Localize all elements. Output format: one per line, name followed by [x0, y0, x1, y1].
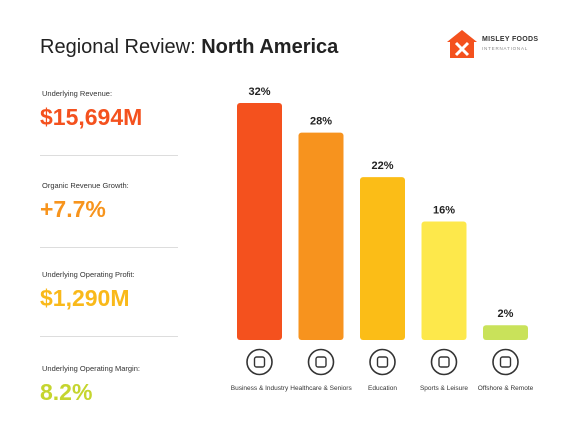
category-icon-glyph [499, 356, 512, 368]
divider [40, 155, 178, 156]
category-icon [492, 348, 519, 376]
kpi-label: Organic Revenue Growth: [42, 181, 129, 190]
bar [237, 103, 282, 340]
bar [483, 325, 528, 340]
category-icon [430, 348, 458, 376]
logo-name: MISLEY FOODS [482, 36, 539, 43]
category-label: Business & Industry [230, 385, 289, 392]
kpi-label: Underlying Operating Margin: [42, 364, 140, 373]
category-label: Offshore & Remote [477, 385, 534, 392]
category-icon [246, 348, 273, 376]
category-icon [307, 348, 335, 376]
value-label: 22% [371, 160, 393, 172]
bar [421, 221, 467, 340]
kpi-label: Underlying Operating Profit: [42, 270, 135, 279]
kpi-value: +7.7% [40, 196, 106, 222]
title-prefix: Regional Review: [40, 36, 196, 58]
kpi-label: Underlying Revenue: [42, 89, 113, 98]
value-label: 16% [433, 205, 455, 217]
category-icon-glyph [376, 356, 389, 368]
divider [40, 336, 178, 337]
divider [40, 247, 178, 248]
logo-icon [447, 30, 477, 58]
bar [360, 177, 405, 340]
bar [298, 132, 344, 340]
kpi-value: 8.2% [40, 379, 93, 405]
value-label: 32% [248, 86, 270, 98]
category-label: Sports & Leisure [419, 385, 469, 392]
category-icon [369, 348, 396, 376]
value-label: 28% [310, 116, 332, 128]
kpi-value: $15,694M [40, 104, 143, 130]
category-icon-glyph [438, 356, 450, 368]
category-icon-glyph [253, 356, 266, 368]
category-icon-glyph [315, 356, 327, 368]
category-label: Healthcare & Seniors [290, 385, 352, 392]
title: Regional Review: North America [40, 36, 338, 59]
title-region: North America [201, 36, 339, 58]
value-label: 2% [498, 308, 514, 320]
logo-subtitle: INTERNATIONAL [482, 46, 529, 51]
kpi-value: $1,290M [40, 285, 130, 311]
category-label: Education [368, 385, 397, 392]
